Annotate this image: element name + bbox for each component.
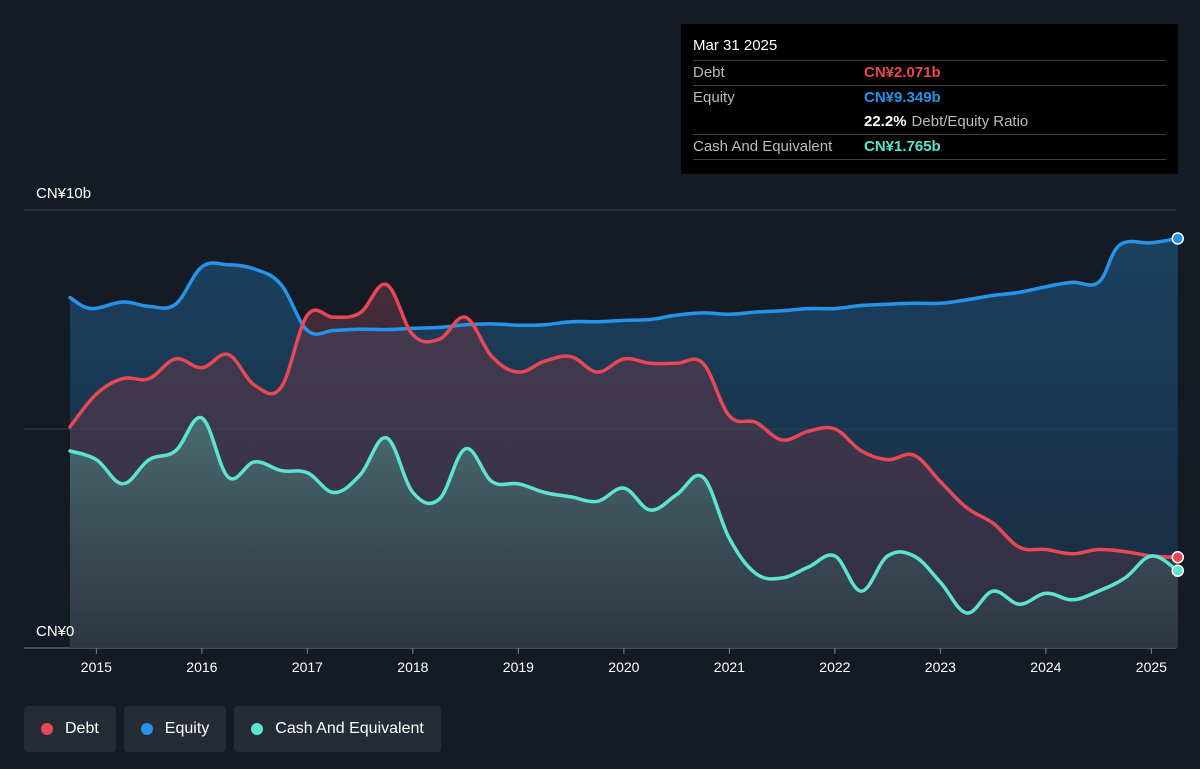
tooltip-date: Mar 31 2025 (693, 36, 1166, 61)
tooltip-row-equity: Equity CN¥9.349b (693, 86, 1166, 110)
tooltip-cash-value: CN¥1.765b (864, 138, 941, 155)
debt-dot-icon (41, 723, 53, 735)
debt-end-point (1171, 551, 1184, 564)
x-tick-label: 2020 (608, 659, 639, 675)
x-tick-label: 2025 (1136, 659, 1167, 675)
x-tick-label: 2018 (397, 659, 428, 675)
tooltip-panel: Mar 31 2025 Debt CN¥2.071b Equity CN¥9.3… (681, 24, 1178, 174)
y-axis-bottom-label: CN¥0 (36, 623, 74, 640)
tooltip-debt-value: CN¥2.071b (864, 64, 941, 81)
tooltip-cash-label: Cash And Equivalent (693, 138, 833, 155)
tooltip-row-cash: Cash And Equivalent CN¥1.765b (693, 135, 1166, 160)
tooltip-equity-label: Equity (693, 89, 735, 106)
x-axis: 2015 2016 2017 2018 2019 2020 2021 2022 2023 2024… (81, 648, 1167, 675)
legend-cash-label: Cash And Equivalent (275, 720, 424, 737)
tooltip-ratio-value: 22.2% (864, 113, 907, 130)
area-layer (70, 238, 1178, 648)
x-tick-label: 2015 (81, 659, 112, 675)
cash-line (68, 416, 1180, 615)
x-tick-label: 2017 (292, 659, 323, 675)
tooltip-ratio-label: Debt/Equity Ratio (911, 113, 1029, 130)
x-tick-label: 2019 (503, 659, 534, 675)
equity-dot-icon (140, 723, 153, 735)
x-tick-label: 2022 (819, 659, 850, 675)
cash-end-point (1171, 564, 1184, 577)
x-tick-label: 2021 (714, 659, 745, 675)
cash-area (70, 417, 1178, 648)
legend-equity-label: Equity (164, 720, 210, 737)
y-axis-top-label: CN¥10b (36, 185, 91, 202)
equity-line (68, 236, 1180, 336)
end-markers (1171, 232, 1184, 577)
equity-end-point (1171, 232, 1184, 245)
tooltip-row-debt: Debt CN¥2.071b (693, 61, 1166, 86)
legend: Debt Equity Cash And Equivalent (24, 706, 441, 752)
line-layer (68, 236, 1180, 615)
legend-item-equity[interactable]: Equity (123, 706, 227, 752)
x-tick-label: 2016 (186, 659, 217, 675)
tooltip-debt-label: Debt (693, 64, 725, 81)
tooltip-row-ratio: 22.2% Debt/Equity Ratio (693, 110, 1166, 135)
debt-line (68, 282, 1180, 560)
legend-item-cash[interactable]: Cash And Equivalent (234, 706, 441, 752)
tooltip-equity-value: CN¥9.349b (864, 89, 941, 106)
x-tick-label: 2023 (925, 659, 956, 675)
cash-dot-icon (251, 723, 264, 735)
x-tick-label: 2024 (1030, 659, 1061, 675)
legend-item-debt[interactable]: Debt (24, 706, 116, 752)
legend-debt-label: Debt (65, 720, 99, 737)
